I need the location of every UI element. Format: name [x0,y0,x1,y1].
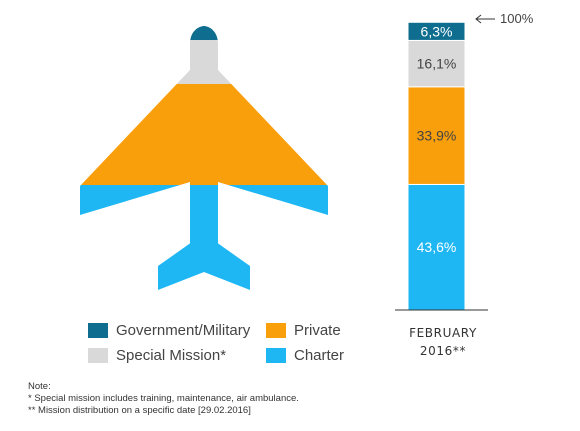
plane-band-government [80,26,328,40]
legend-item-special: Special Mission* [88,347,266,364]
legend-label: Government/Military [116,322,251,339]
data-label: 16,1% [417,56,457,72]
footnotes: Note: * Special mission includes trainin… [28,381,299,417]
bar-segment-government-military [407,21,466,41]
legend-item-government: Government/Military [88,322,266,339]
notes-title: Note: [28,381,51,392]
airplane-icon [80,26,328,290]
legend-label: Private [294,322,341,339]
note-special-mission: * Special mission includes training, mai… [28,393,299,404]
data-label: 6,3% [421,23,453,39]
plane-band-charter [80,185,328,290]
plane-band-private [80,84,328,185]
bar-segment-charter [407,183,466,311]
total-marker: 100% [474,11,533,26]
stacked-bar-chart: 43,6% 33,9% 16,1% 6,3% [395,21,488,311]
legend-swatch-charter [266,348,286,363]
period-label: FEBRUARY 2016** [405,324,481,360]
period-month: FEBRUARY [409,326,477,340]
legend-swatch-private [266,323,286,338]
arrow-left-icon [475,14,495,23]
data-label: 33,9% [417,128,457,144]
legend-label: Charter [294,347,345,364]
legend-swatch-government [88,323,108,338]
data-label: 43,6% [417,239,457,255]
total-marker-label: 100% [500,11,534,26]
plane-band-special [80,40,328,84]
bar-segment-private [407,86,466,185]
legend-swatch-special [88,348,108,363]
legend: Government/Military Private Special Miss… [88,322,376,364]
legend-label: Special Mission* [116,347,227,364]
legend-item-charter: Charter [266,347,376,364]
period-year: 2016** [419,344,467,358]
legend-item-private: Private [266,322,376,339]
note-mission-distribution: ** Mission distribution on a specific da… [28,405,251,416]
